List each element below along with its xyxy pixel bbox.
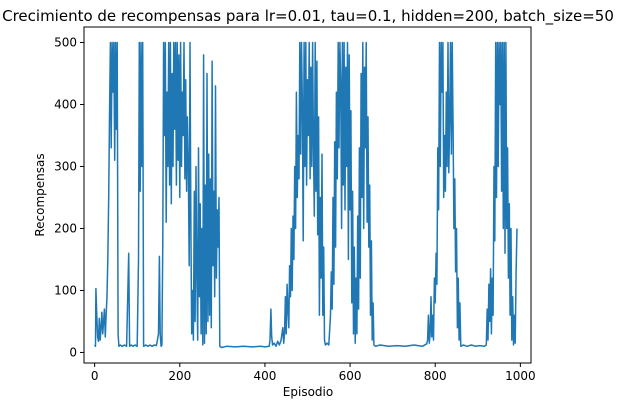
plot-frame xyxy=(83,26,532,364)
x-tick-label: 800 xyxy=(424,369,447,383)
x-tick-label: 600 xyxy=(339,369,362,383)
x-tick-label: 400 xyxy=(253,369,276,383)
y-tick-label: 400 xyxy=(54,97,77,111)
x-tick-label: 200 xyxy=(168,369,191,383)
x-axis-ticks: 0 200 400 600 800 1000 xyxy=(91,363,536,383)
x-tick-label: 1000 xyxy=(505,369,536,383)
series-layer xyxy=(93,41,518,349)
y-axis-ticks: 0 100 200 300 400 500 xyxy=(54,35,84,359)
y-tick-label: 300 xyxy=(54,159,77,173)
y-tick-label: 100 xyxy=(54,283,77,297)
x-axis-label: Episodio xyxy=(283,385,333,399)
x-tick-label: 0 xyxy=(91,369,99,383)
y-tick-label: 200 xyxy=(54,221,77,235)
y-tick-label: 0 xyxy=(69,345,77,359)
chart-title: Crecimiento de recompensas para lr=0.01,… xyxy=(2,7,614,26)
y-axis-label: Recompensas xyxy=(33,153,47,236)
series-line-0 xyxy=(93,41,518,349)
y-tick-label: 500 xyxy=(54,35,77,49)
